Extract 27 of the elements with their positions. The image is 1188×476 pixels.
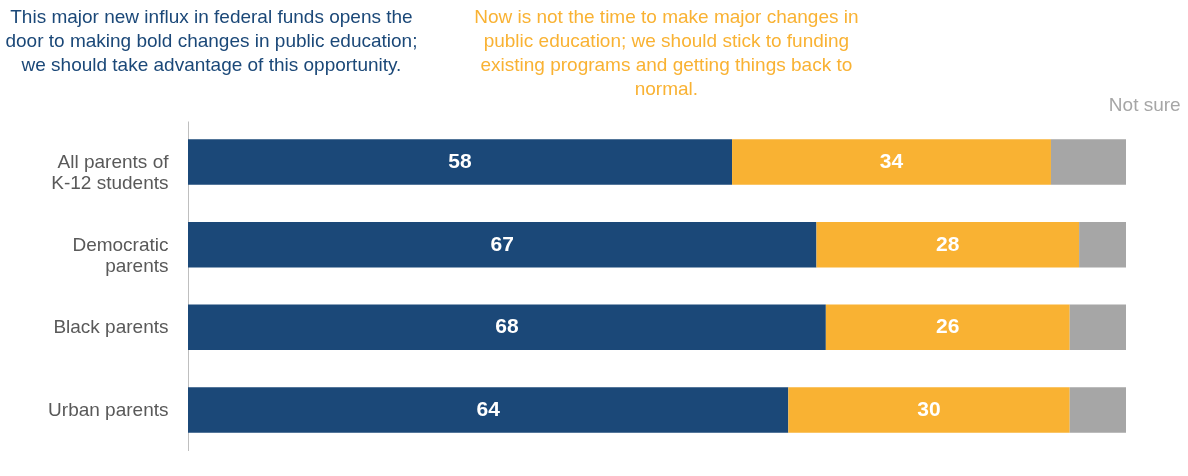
data-label: 30 bbox=[917, 397, 941, 421]
bar bbox=[188, 304, 826, 351]
bar bbox=[1069, 304, 1126, 351]
y-tick-label: All parents of K-12 students bbox=[51, 150, 170, 193]
bar bbox=[1079, 221, 1126, 268]
bar bbox=[188, 387, 789, 433]
data-label: 26 bbox=[936, 314, 960, 338]
data-label: 67 bbox=[490, 231, 514, 255]
text: This major new influx in federal funds opens the door to making bold changes in public education; we should take advantage of this opportunity. bbox=[5, 6, 418, 75]
text: Now is not the time to make major changes in public education; we should stick to funding existing programs and getting things back to normal. bbox=[474, 6, 859, 99]
bar bbox=[825, 304, 1070, 351]
y-tick-label: Black parents bbox=[53, 316, 169, 338]
bar bbox=[188, 221, 817, 268]
data-label: 34 bbox=[879, 148, 904, 172]
bar bbox=[1069, 387, 1126, 433]
data-label: 28 bbox=[936, 231, 960, 255]
bar bbox=[188, 139, 733, 185]
y-tick-label: Democratic parents bbox=[72, 233, 169, 276]
y-tick-label: Urban parents bbox=[48, 399, 169, 421]
data-label: 68 bbox=[495, 314, 519, 338]
series-label: Not sure bbox=[1108, 94, 1181, 115]
bar bbox=[1050, 139, 1126, 185]
bar bbox=[788, 387, 1070, 433]
bar bbox=[732, 139, 1051, 185]
data-label: 64 bbox=[476, 397, 501, 421]
bar bbox=[816, 221, 1080, 268]
data-label: 58 bbox=[448, 148, 473, 172]
